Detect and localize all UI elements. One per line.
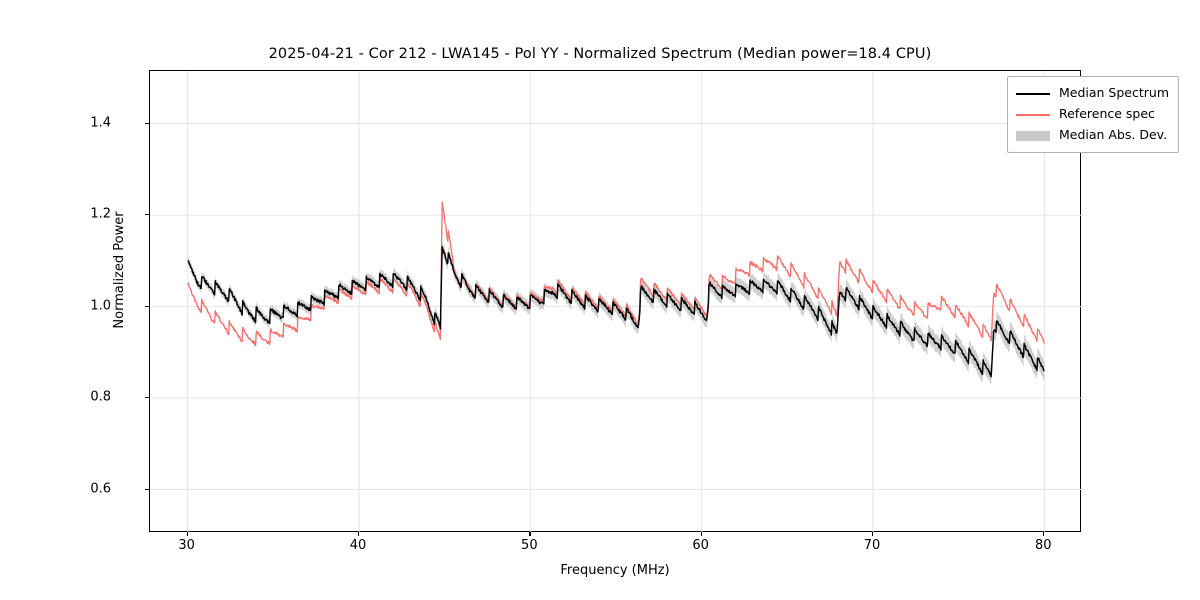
x-tick-label: 60 <box>692 538 709 553</box>
legend-item-reference: Reference spec <box>1015 104 1169 125</box>
x-tick-label: 80 <box>1035 538 1052 553</box>
x-tick-mark <box>358 532 360 536</box>
median-spectrum-line <box>187 246 1045 378</box>
x-tick-mark <box>871 532 874 536</box>
y-axis-label-text: Normalized Power <box>112 211 127 329</box>
chart-title: 2025-04-21 - Cor 212 - LWA145 - Pol YY -… <box>268 46 932 62</box>
legend-item-median: Median Spectrum <box>1015 83 1169 104</box>
reference-spectrum-line <box>187 201 1045 347</box>
y-tick-label: 1.2 <box>90 206 111 222</box>
x-tick-label: 50 <box>521 538 538 553</box>
x-axis-label: Frequency (MHz) <box>560 563 670 578</box>
legend-label-mad: Median Abs. Dev. <box>1058 127 1168 143</box>
legend-label-median: Median Spectrum <box>1058 85 1169 101</box>
y-tick-mark <box>145 214 149 216</box>
y-tick-mark <box>145 305 149 307</box>
y-tick-mark <box>145 397 149 399</box>
y-tick-label: 1.4 <box>90 115 111 131</box>
plot-area <box>149 70 1082 533</box>
x-tick-label: 70 <box>863 538 881 553</box>
x-tick-mark <box>186 532 188 536</box>
x-tick-label: 30 <box>178 538 195 553</box>
data-layer <box>187 201 1045 386</box>
y-tick-label: 0.6 <box>90 481 111 497</box>
y-tick-label: 1.0 <box>90 298 111 314</box>
x-tick-label: 40 <box>349 538 367 553</box>
legend-label-reference: Reference spec <box>1058 106 1155 122</box>
x-tick-mark <box>700 532 702 536</box>
mad-band <box>187 241 1045 386</box>
x-tick-mark <box>1043 532 1045 536</box>
legend-swatch-reference-line <box>1015 108 1050 122</box>
y-tick-mark <box>145 122 149 124</box>
y-tick-label: 0.8 <box>90 389 111 405</box>
legend: Median Spectrum Reference spec Median Ab… <box>1006 76 1179 153</box>
plot-canvas <box>150 71 1082 533</box>
legend-swatch-mad-patch <box>1015 129 1050 143</box>
legend-swatch-median-line <box>1015 87 1050 101</box>
x-tick-mark <box>529 532 531 536</box>
legend-item-mad: Median Abs. Dev. <box>1015 125 1169 146</box>
y-axis-label: Normalized Power <box>112 0 132 480</box>
y-tick-mark <box>145 488 149 490</box>
